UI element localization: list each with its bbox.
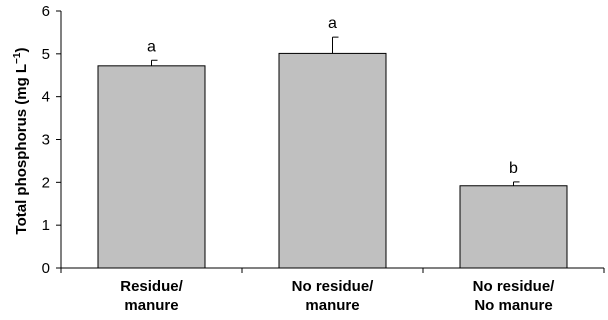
significance-letter-0: a: [147, 38, 156, 55]
y-tick-label-5: 5: [42, 46, 50, 63]
plot-area: 0 1 2 3 4 5 6 a Residue/manure a No residue/manure…: [42, 3, 605, 314]
bar-2: [459, 185, 568, 269]
y-tick-label-3: 3: [42, 132, 50, 149]
category-label-1: No residue/manure: [292, 278, 375, 314]
y-tick-label-1: 1: [42, 217, 50, 234]
bar-1: [278, 52, 387, 269]
y-tick-label-4: 4: [42, 89, 50, 106]
category-label-2: No residue/No manure: [473, 278, 556, 314]
y-tick-label-2: 2: [42, 174, 50, 191]
y-tick-label-6: 6: [42, 3, 50, 20]
category-label-0: Residue/manure: [120, 278, 183, 314]
bar-0: [97, 65, 206, 269]
significance-letter-2: b: [509, 160, 518, 177]
significance-letter-1: a: [328, 15, 337, 32]
y-tick-label-0: 0: [42, 260, 50, 277]
y-axis-title: Total phosphorus (mg L−1): [12, 48, 30, 235]
